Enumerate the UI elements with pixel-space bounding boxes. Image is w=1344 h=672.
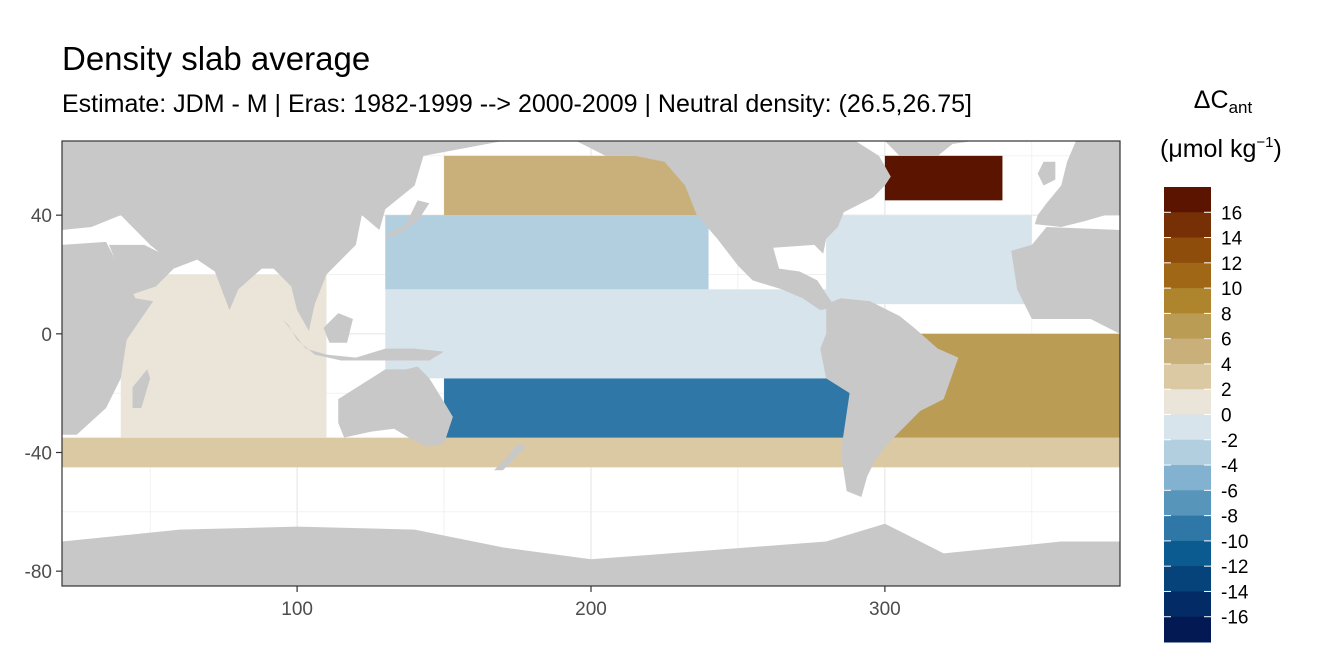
colorbar-label: -4 xyxy=(1221,456,1238,477)
colorbar-swatch xyxy=(1164,465,1211,491)
colorbar-label: 14 xyxy=(1221,229,1243,250)
colorbar-label: -10 xyxy=(1221,532,1248,553)
colorbar-label: -16 xyxy=(1221,608,1248,629)
colorbar-label: 16 xyxy=(1221,203,1242,224)
colorbar-swatch xyxy=(1164,515,1211,542)
colorbar-swatch xyxy=(1164,389,1211,415)
colorbar-swatch xyxy=(1164,490,1211,517)
uk-land xyxy=(1037,161,1056,186)
y-tick-label: -80 xyxy=(25,562,52,583)
colorbar-label: -8 xyxy=(1221,507,1238,528)
y-tick-label: -40 xyxy=(25,444,52,465)
plot-area xyxy=(62,141,1120,586)
colorbar-swatch xyxy=(1164,566,1211,592)
x-tick-label: 300 xyxy=(869,599,901,620)
colorbar-swatch xyxy=(1164,212,1211,239)
colorbar-swatch xyxy=(1164,313,1211,340)
x-tick-label: 100 xyxy=(281,599,313,620)
antarctica-land xyxy=(62,523,1120,586)
chart-title: Density slab average xyxy=(62,40,371,77)
colorbar-label: 12 xyxy=(1221,254,1242,275)
region-cell xyxy=(444,378,856,438)
ocean-field xyxy=(62,155,1120,468)
x-tick-label: 200 xyxy=(575,599,607,620)
chart-subtitle: Estimate: JDM - M | Eras: 1982-1999 --> … xyxy=(62,90,972,118)
y-tick-label: 0 xyxy=(41,325,52,346)
y-axis: 40 0 -40 -80 xyxy=(25,206,62,583)
legend-title-units: (μmol kg−1) xyxy=(1160,134,1282,163)
legend-title-symbol: ΔCant xyxy=(1193,86,1253,117)
colorbar-swatch xyxy=(1164,439,1211,466)
arabia-land xyxy=(109,244,174,296)
colorbar-label: 2 xyxy=(1221,380,1232,401)
x-axis: 100 200 300 xyxy=(281,586,901,620)
colorbar-label: 0 xyxy=(1221,406,1232,427)
colorbar-label: -6 xyxy=(1221,481,1238,502)
japan-land xyxy=(385,200,430,239)
africa-west-land xyxy=(1011,227,1120,334)
region-cell xyxy=(884,155,1003,201)
greenland-land xyxy=(884,141,974,156)
colorbar-swatch xyxy=(1164,237,1211,264)
colorbar-label: 10 xyxy=(1221,279,1242,300)
colorbar-swatch xyxy=(1164,540,1211,567)
north-america-land xyxy=(576,141,891,311)
region-cell xyxy=(444,155,709,216)
colorbar-swatch xyxy=(1164,338,1211,365)
land-mask xyxy=(62,141,1120,586)
colorbar-swatch xyxy=(1164,414,1211,441)
y-tick-label: 40 xyxy=(31,206,52,227)
australia-land xyxy=(338,366,453,447)
borneo-land xyxy=(323,313,353,343)
colorbar-swatch xyxy=(1164,363,1211,390)
europe-land xyxy=(1034,141,1120,228)
colorbar-label: 4 xyxy=(1221,355,1232,376)
colorbar-swatch xyxy=(1164,591,1211,618)
colorbar-label: -14 xyxy=(1221,582,1249,603)
colorbar: 16 14 12 10 8 6 4 2 0 -2 -4 -6 -8 -10 -12 -14 -16 xyxy=(1164,187,1249,643)
colorbar-swatch xyxy=(1164,262,1211,289)
region-cell xyxy=(62,437,1120,468)
madagascar-land xyxy=(132,369,151,408)
region-cell xyxy=(120,274,327,438)
region-cell xyxy=(385,289,827,379)
colorbar-swatch xyxy=(1164,187,1211,213)
colorbar-swatch xyxy=(1164,616,1211,643)
south-america-land xyxy=(820,298,959,497)
indonesia-land xyxy=(282,319,445,361)
colorbar-label: -12 xyxy=(1221,557,1248,578)
colorbar-label: -2 xyxy=(1221,431,1238,452)
colorbar-label: 6 xyxy=(1221,330,1232,351)
region-cell xyxy=(385,215,709,290)
colorbar-label: 8 xyxy=(1221,304,1232,325)
eurasia-land xyxy=(62,141,503,331)
colorbar-swatch xyxy=(1164,288,1211,314)
new-zealand-land xyxy=(494,443,527,471)
region-cell xyxy=(826,215,1032,305)
